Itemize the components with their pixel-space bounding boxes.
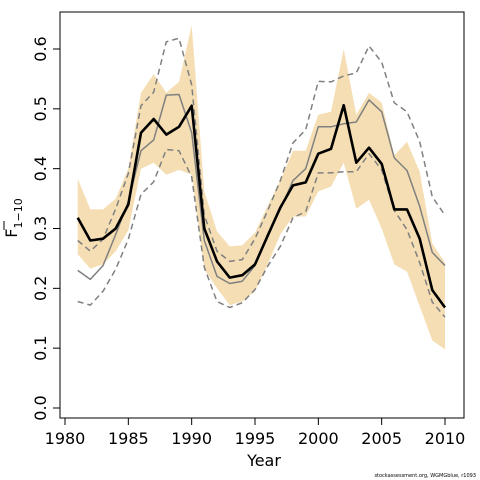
x-tick-label: 2005: [361, 429, 402, 448]
series-line-upper-dashed: [77, 37, 446, 263]
x-tick-label: 2000: [298, 429, 339, 448]
svg-text:F1−10: F1−10: [2, 198, 25, 237]
x-axis: 1980 1985 1990 1995 2000 2005 2010: [45, 418, 466, 448]
y-axis-title-subscript: 1−10: [12, 198, 25, 228]
y-tick-label: 0.4: [31, 156, 50, 181]
y-tick-label: 0.3: [31, 216, 50, 241]
y-tick-label: 0.1: [31, 335, 50, 360]
x-tick-label: 1990: [171, 429, 212, 448]
x-tick-label: 1985: [108, 429, 149, 448]
y-axis-title-main: F: [2, 229, 21, 238]
confidence-band: [77, 25, 445, 350]
x-axis-title: Year: [246, 451, 281, 470]
x-tick-label: 1995: [235, 429, 276, 448]
y-axis-title: F1−10: [2, 198, 25, 237]
confidence-band-area: [77, 25, 445, 350]
y-tick-label: 0.5: [31, 96, 50, 121]
y-tick-label: 0.2: [31, 276, 50, 301]
y-axis: 0.0 0.1 0.2 0.3 0.4 0.5 0.6: [31, 36, 60, 421]
credit-note: stockassessment.org, WGMGblue, r1093: [374, 473, 476, 479]
y-tick-label: 0.6: [31, 36, 50, 61]
series-lines: [76, 37, 447, 318]
y-tick-label: 0.0: [31, 395, 50, 420]
plot-frame: [59, 11, 465, 419]
x-tick-label: 2010: [425, 429, 466, 448]
x-tick-label: 1980: [45, 429, 86, 448]
series-line-estimate: [76, 103, 447, 309]
